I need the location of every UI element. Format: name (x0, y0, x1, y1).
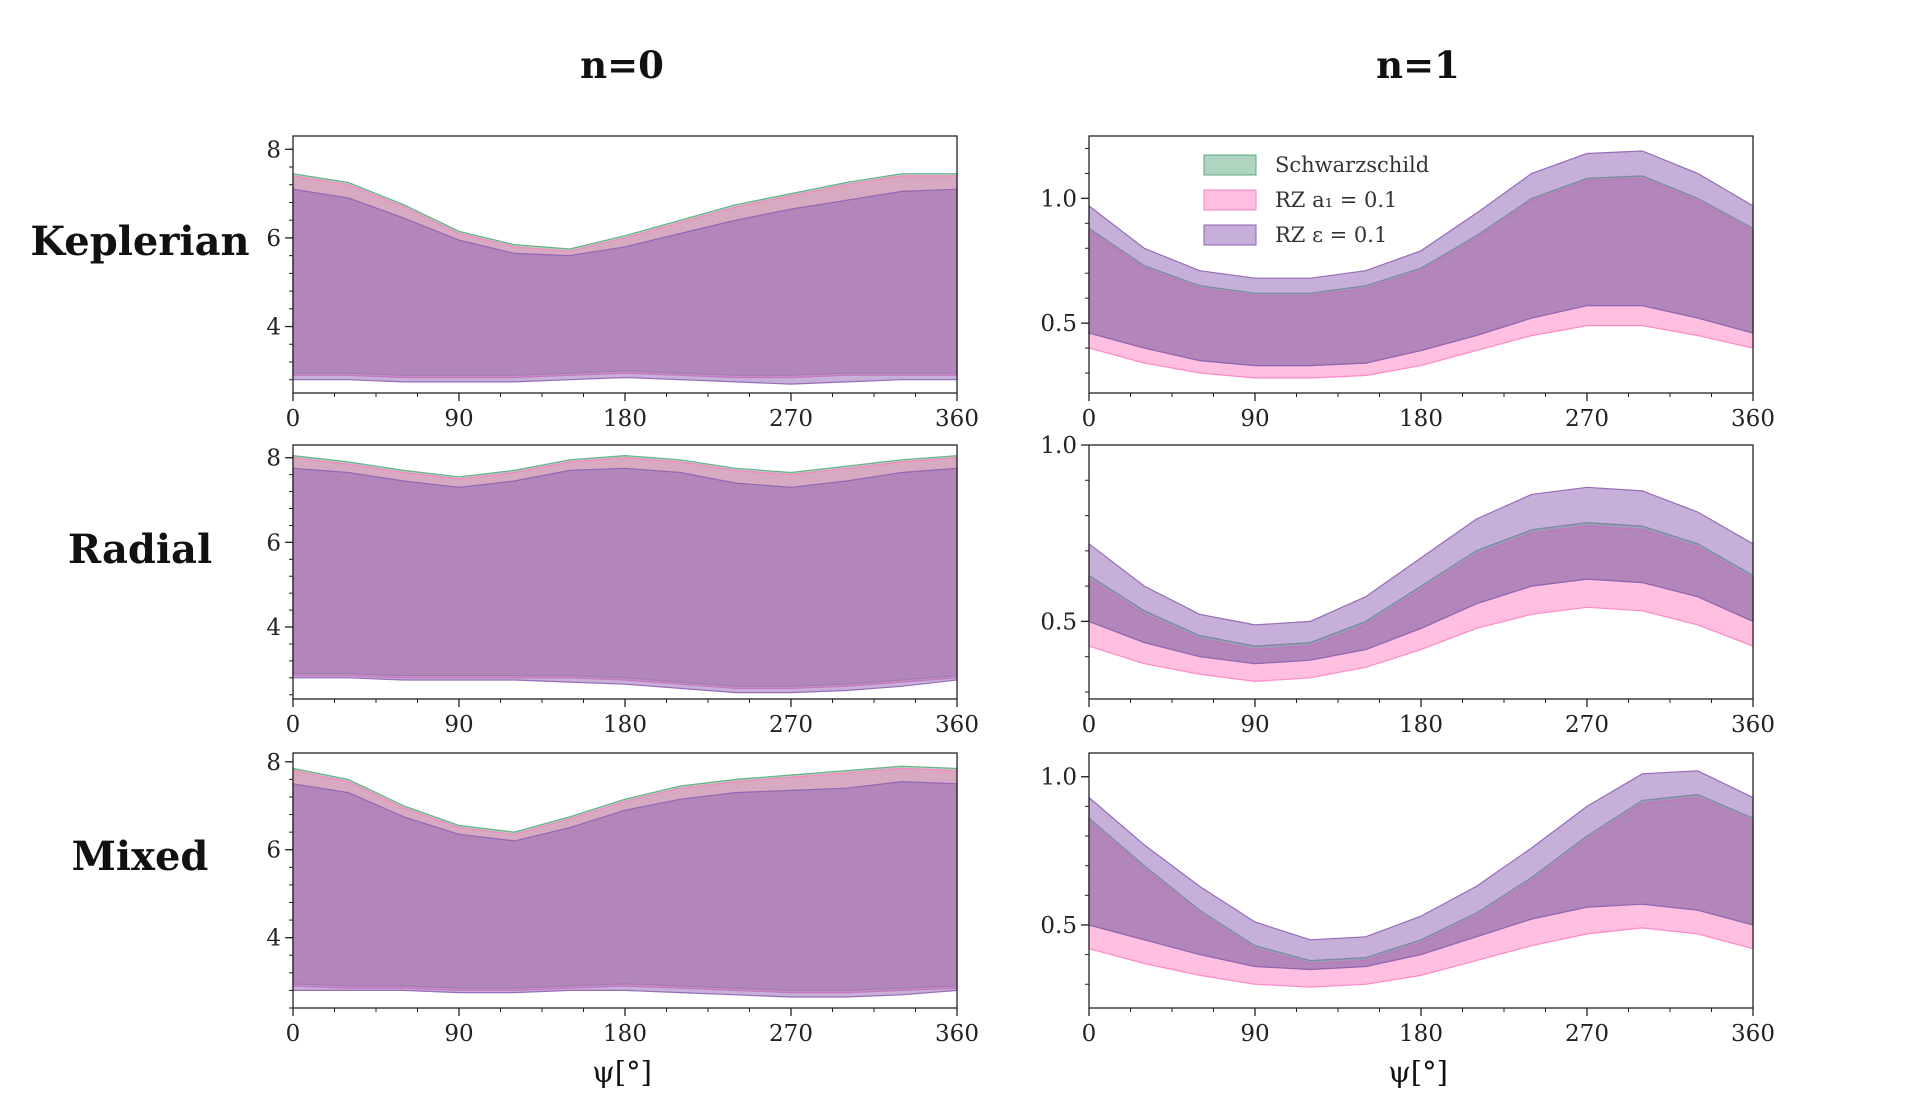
x-axis-title-n1: ψ[°] (1388, 1055, 1448, 1089)
band-rz-epsilon (1088, 150, 1754, 367)
x-tick-label: 90 (444, 406, 473, 432)
y-tick-label: 4 (266, 926, 281, 952)
panel-radial-n1: 0 90 180 270 360 0.5 1.0 (1040, 433, 1775, 738)
x-tick-label: 270 (769, 1021, 813, 1047)
column-title-n0: n=0 (580, 43, 664, 87)
x-tick-label: 180 (603, 712, 647, 738)
y-tick-label: 8 (266, 750, 281, 776)
x-tick-label: 90 (1240, 712, 1269, 738)
y-tick-label: 8 (266, 137, 281, 163)
y-tick-label: 6 (266, 226, 281, 252)
x-tick-label: 180 (1399, 406, 1443, 432)
panel-keplerian-n0: 0 90 180 270 360 4 6 8 (266, 135, 979, 432)
x-tick-label: 270 (1565, 712, 1609, 738)
x-tick-label: 90 (444, 1021, 473, 1047)
x-tick-label: 360 (1731, 406, 1775, 432)
x-tick-label: 270 (1565, 1021, 1609, 1047)
y-tick-label: 6 (266, 530, 281, 556)
panel-mixed-n1: 0 90 180 270 360 0.5 1.0 (1040, 752, 1775, 1047)
panel-radial-n0: 0 90 180 270 360 4 6 8 (266, 444, 979, 738)
y-tick-label: 0.5 (1040, 609, 1077, 635)
y-tick-label: 1.0 (1040, 765, 1077, 791)
x-tick-label: 180 (1399, 712, 1443, 738)
panel-mixed-n0: 0 90 180 270 360 4 6 8 (266, 750, 979, 1047)
legend-label-schwarzschild: Schwarzschild (1275, 153, 1429, 177)
y-tick-label: 4 (266, 615, 281, 641)
column-title-n1: n=1 (1376, 43, 1460, 87)
x-tick-label: 0 (286, 1021, 301, 1047)
band-rz-epsilon (1088, 770, 1754, 971)
legend-swatch-rz-epsilon (1203, 224, 1257, 246)
x-tick-label: 360 (1731, 712, 1775, 738)
band-rz-epsilon (292, 467, 958, 694)
x-tick-label: 180 (1399, 1021, 1443, 1047)
y-tick-label: 1.0 (1040, 433, 1077, 459)
x-tick-label: 90 (1240, 1021, 1269, 1047)
y-tick-label: 8 (266, 446, 281, 472)
x-tick-label: 90 (444, 712, 473, 738)
legend: Schwarzschild RZ a₁ = 0.1 RZ ε = 0.1 (1203, 153, 1429, 247)
legend-label-rz-epsilon: RZ ε = 0.1 (1275, 223, 1387, 247)
panel-keplerian-n1: 0 90 180 270 360 0.5 1.0 (1040, 135, 1775, 432)
row-label-mixed: Mixed (72, 833, 209, 880)
x-axis-title-n0: ψ[°] (592, 1055, 652, 1089)
x-tick-label: 360 (935, 712, 979, 738)
x-tick-label: 0 (1082, 406, 1097, 432)
legend-label-rz-a1: RZ a₁ = 0.1 (1275, 188, 1397, 212)
x-tick-label: 180 (603, 1021, 647, 1047)
row-label-keplerian: Keplerian (30, 218, 249, 265)
y-tick-label: 0.5 (1040, 913, 1077, 939)
x-tick-label: 360 (935, 406, 979, 432)
legend-swatch-rz-a1 (1203, 189, 1257, 211)
x-tick-label: 0 (286, 712, 301, 738)
x-tick-label: 360 (935, 1021, 979, 1047)
row-label-radial: Radial (68, 526, 212, 573)
legend-swatch-schwarzschild (1203, 154, 1257, 176)
x-tick-label: 270 (1565, 406, 1609, 432)
y-tick-label: 6 (266, 838, 281, 864)
y-tick-label: 0.5 (1040, 311, 1077, 337)
band-rz-epsilon (292, 188, 958, 385)
x-tick-label: 0 (1082, 1021, 1097, 1047)
band-rz-epsilon (292, 780, 958, 998)
x-tick-label: 270 (769, 712, 813, 738)
x-tick-label: 180 (603, 406, 647, 432)
x-tick-label: 270 (769, 406, 813, 432)
y-tick-label: 1.0 (1040, 186, 1077, 212)
x-tick-label: 0 (1082, 712, 1097, 738)
x-tick-label: 0 (286, 406, 301, 432)
x-tick-label: 360 (1731, 1021, 1775, 1047)
x-tick-label: 90 (1240, 406, 1269, 432)
y-tick-label: 4 (266, 315, 281, 341)
